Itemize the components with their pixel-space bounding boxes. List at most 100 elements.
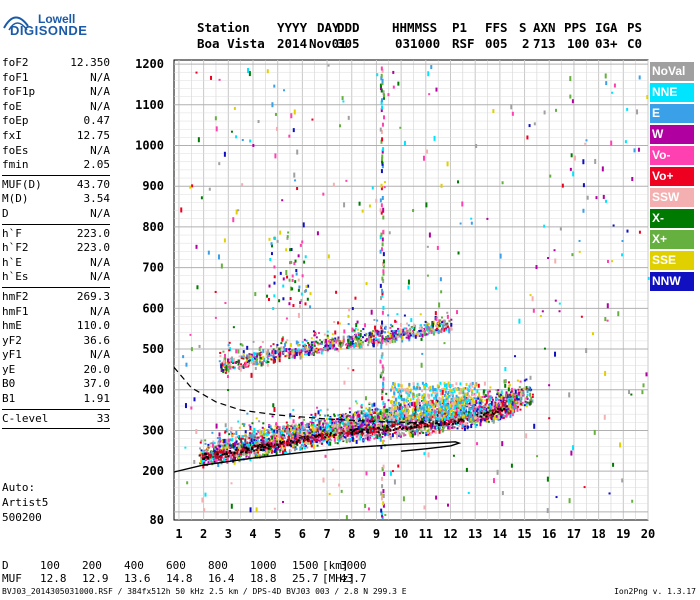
echo-point — [263, 440, 266, 445]
echo-point — [334, 424, 337, 427]
echo-point — [392, 382, 395, 386]
echo-point — [488, 395, 491, 398]
echo-point — [205, 457, 208, 460]
echo-point — [221, 453, 224, 456]
echo-point — [445, 422, 448, 425]
echo-point — [320, 429, 323, 432]
header-value-9: 100 — [567, 36, 590, 51]
echo-point — [431, 414, 434, 417]
echo-point — [280, 430, 283, 433]
echo-point — [387, 340, 390, 343]
echo-point — [338, 432, 341, 435]
param-label: fmin — [2, 158, 29, 172]
echo-point — [484, 417, 487, 422]
echo-point — [313, 431, 316, 434]
echo-point — [450, 397, 453, 400]
echo-point — [420, 426, 423, 429]
echo-point — [258, 442, 261, 445]
echo-point — [272, 348, 275, 351]
echo-point — [479, 407, 482, 410]
echo-point — [358, 428, 361, 433]
echo-point — [530, 396, 533, 401]
y-tick-label: 700 — [142, 261, 164, 275]
echo-point — [262, 448, 265, 451]
echo-point — [385, 392, 388, 395]
echo-point — [510, 408, 513, 411]
echo-point — [471, 419, 474, 422]
echo-point — [304, 350, 307, 353]
echo-point — [270, 449, 273, 454]
echo-point — [343, 427, 346, 432]
echo-point — [252, 359, 255, 362]
echo-point — [327, 340, 330, 343]
echo-point — [204, 450, 207, 453]
echo-point — [306, 422, 309, 427]
echo-point — [453, 412, 456, 415]
echo-point — [309, 421, 312, 424]
echo-point — [435, 422, 438, 425]
echo-point — [265, 443, 268, 446]
echo-point — [257, 430, 260, 433]
echo-point — [230, 452, 233, 457]
echo-point — [393, 382, 396, 386]
echo-point — [238, 426, 241, 429]
echo-point — [472, 404, 475, 408]
param-label: foEs — [2, 143, 29, 157]
echo-point — [399, 403, 402, 406]
echo-point — [450, 318, 453, 321]
echo-point — [372, 330, 375, 333]
echo-point — [386, 429, 389, 432]
echo-point — [293, 429, 296, 434]
echo-point — [511, 387, 514, 392]
echo-point — [334, 427, 337, 430]
echo-point — [224, 353, 227, 358]
echo-point — [441, 387, 444, 391]
echo-point — [398, 331, 401, 334]
echo-point — [294, 348, 297, 351]
echo-point — [303, 445, 306, 448]
echo-point — [199, 447, 202, 450]
echo-point — [461, 423, 464, 428]
echo-point — [420, 420, 423, 423]
echo-point — [480, 412, 483, 415]
echo-point — [231, 434, 234, 437]
echo-point — [307, 351, 310, 356]
echo-point — [368, 337, 371, 342]
echo-point — [254, 434, 257, 437]
echo-point — [418, 401, 421, 404]
echo-point — [386, 415, 389, 418]
echo-point — [286, 424, 289, 429]
echo-point — [416, 393, 419, 397]
echo-point — [212, 455, 215, 458]
echo-point — [444, 325, 447, 328]
echo-point — [496, 393, 499, 396]
echo-point — [233, 460, 236, 465]
echo-point — [372, 431, 375, 434]
echo-point — [235, 349, 238, 354]
echo-point — [522, 394, 525, 397]
param-row: B0 37.0 — [2, 377, 110, 392]
echo-point — [384, 427, 387, 430]
echo-point — [463, 395, 466, 398]
echo-point — [227, 438, 230, 443]
echo-point — [357, 438, 360, 441]
echo-point — [456, 427, 459, 430]
echo-point — [394, 409, 397, 412]
echo-point — [349, 342, 352, 347]
echo-point — [312, 415, 315, 418]
echo-point — [300, 438, 303, 441]
echo-point — [497, 409, 500, 412]
echo-point — [322, 433, 325, 436]
echo-point — [446, 314, 449, 319]
echo-point — [512, 409, 515, 412]
echo-point — [327, 344, 330, 347]
echo-point — [356, 343, 359, 348]
echo-point — [293, 348, 296, 351]
echo-point — [378, 428, 381, 431]
echo-point — [342, 432, 345, 435]
echo-point — [425, 418, 428, 423]
echo-point — [507, 400, 510, 405]
echo-point — [430, 329, 433, 334]
echo-point — [391, 339, 394, 344]
echo-point — [249, 441, 252, 444]
